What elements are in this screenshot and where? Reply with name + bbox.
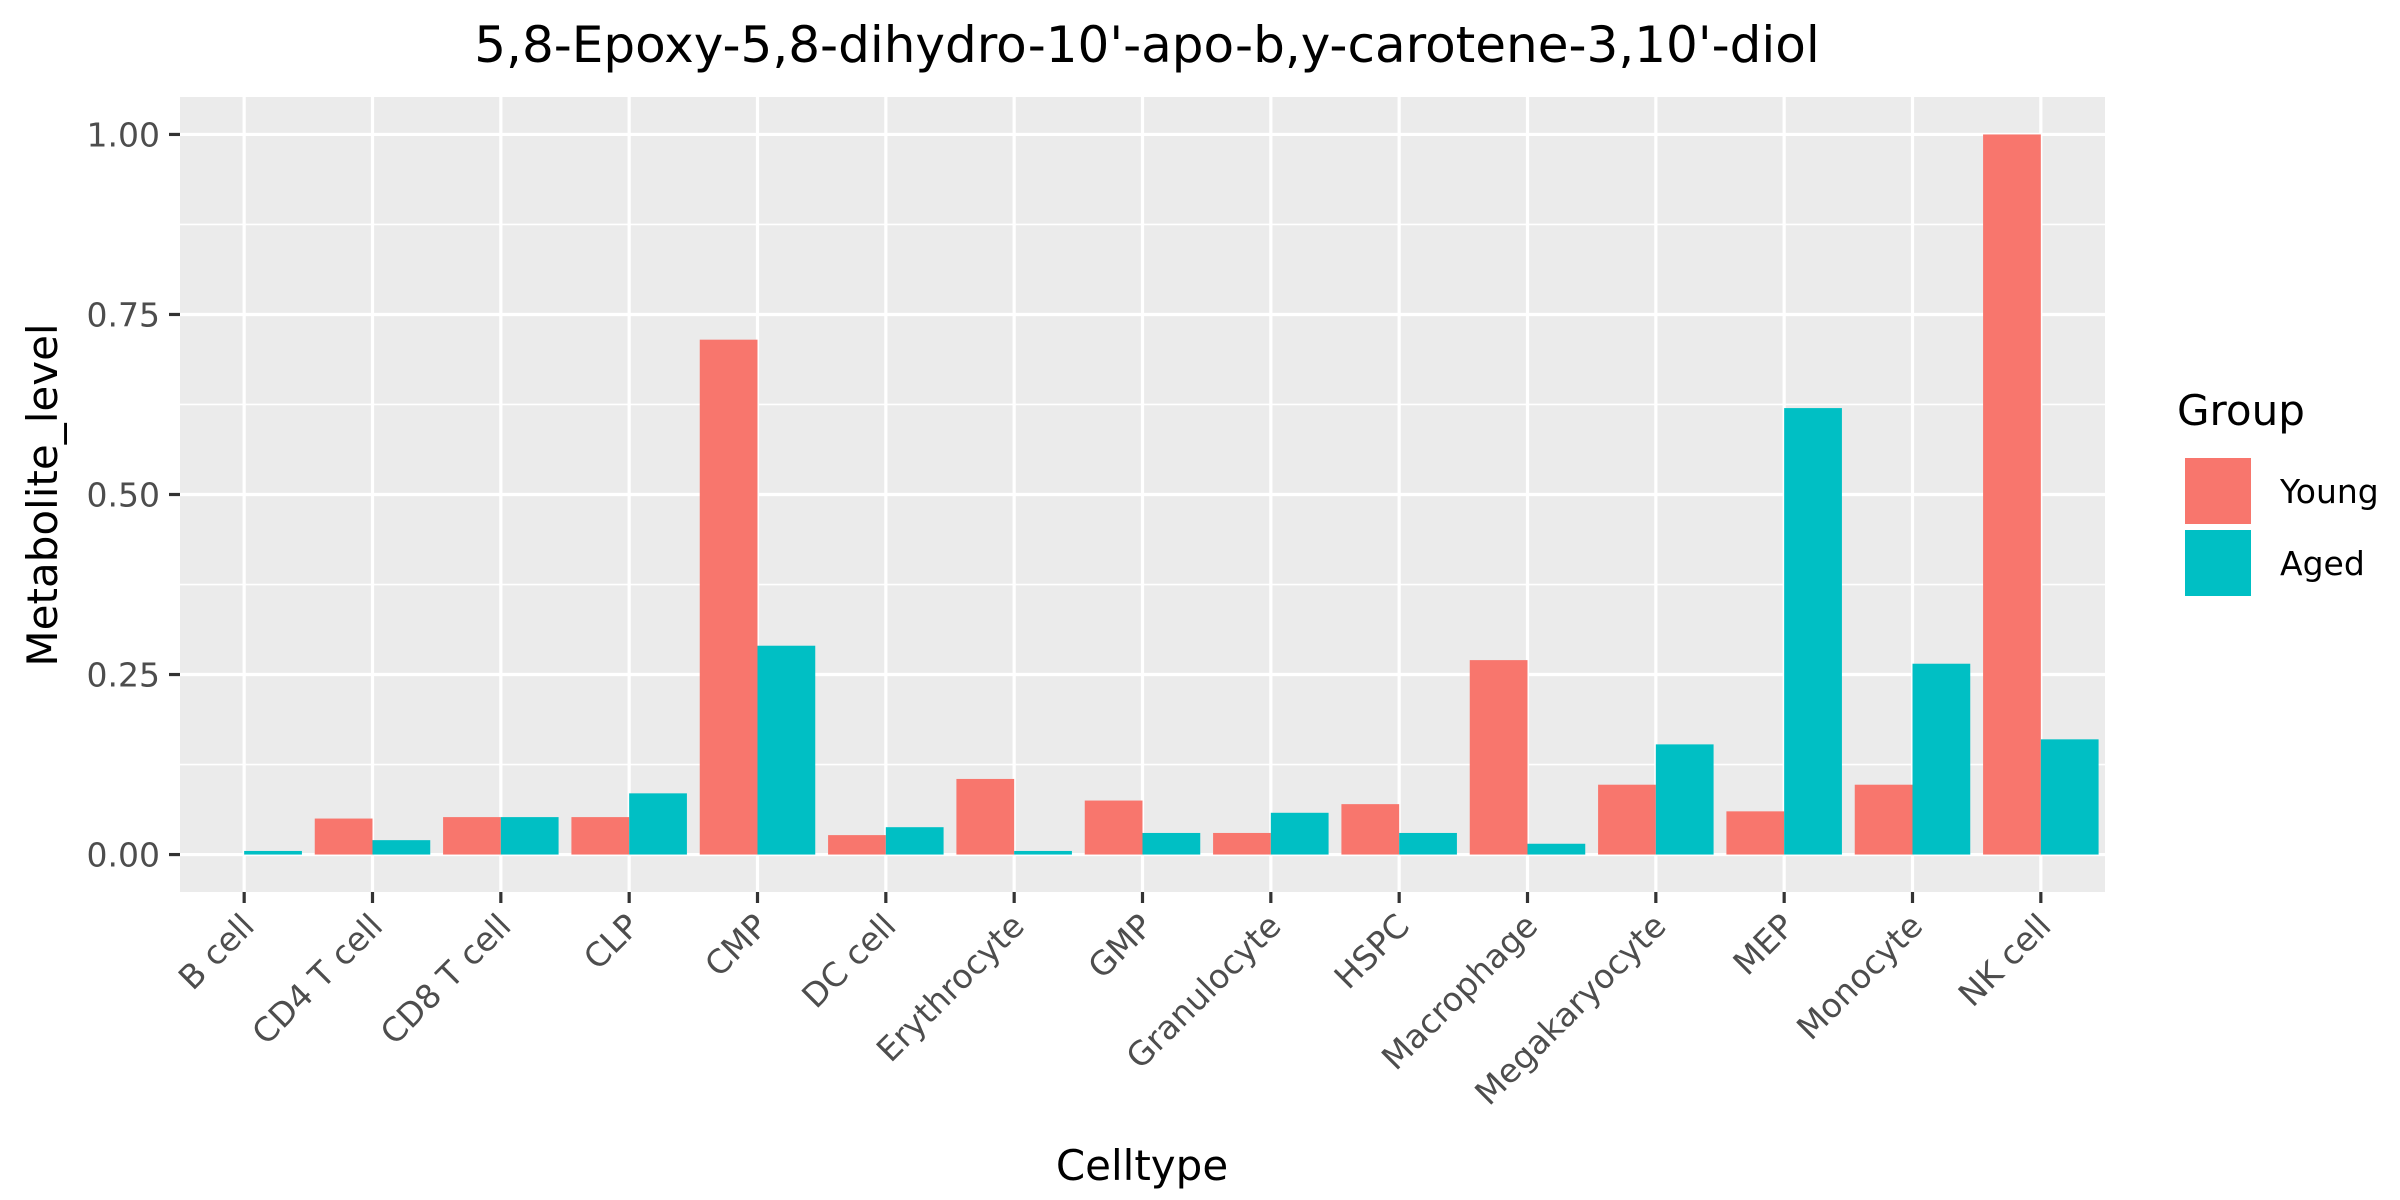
bar-aged bbox=[500, 817, 559, 855]
legend-key-aged bbox=[2185, 530, 2251, 596]
bar-aged bbox=[1912, 663, 1971, 855]
bar-young bbox=[443, 817, 501, 855]
x-tick-label: CD4 T cell bbox=[244, 906, 390, 1052]
bar-young bbox=[1213, 832, 1271, 855]
x-tick-label: CLP bbox=[576, 906, 647, 977]
y-tick-label: 0.50 bbox=[87, 476, 160, 515]
chart-title: 5,8-Epoxy-5,8-dihydro-10'-apo-b,y-carote… bbox=[474, 16, 1820, 74]
y-tick-label: 0.75 bbox=[87, 295, 160, 334]
bars bbox=[244, 134, 2099, 855]
bar-aged bbox=[1399, 832, 1457, 855]
y-axis-title: Metabolite_level bbox=[18, 323, 67, 666]
bar-aged bbox=[1142, 832, 1201, 855]
bar-young bbox=[828, 835, 886, 855]
bar-aged bbox=[1527, 843, 1586, 855]
x-tick-label: CD8 T cell bbox=[373, 906, 519, 1052]
x-tick-label: GMP bbox=[1080, 906, 1160, 986]
bar-aged bbox=[885, 827, 944, 855]
bar-young bbox=[1983, 134, 2041, 855]
x-tick-label: HSPC bbox=[1327, 906, 1417, 996]
legend-key-young bbox=[2185, 458, 2251, 524]
bar-aged bbox=[244, 850, 302, 855]
x-tick-label: B cell bbox=[171, 906, 262, 997]
bar-aged bbox=[2040, 739, 2099, 855]
bar-young bbox=[956, 778, 1015, 855]
bar-aged bbox=[1784, 408, 1842, 855]
bar-young bbox=[1726, 811, 1785, 855]
x-tick-label: DC cell bbox=[794, 906, 903, 1015]
x-tick-label: NK cell bbox=[1951, 906, 2059, 1014]
bar-aged bbox=[629, 793, 687, 855]
x-tick-label: Monocyte bbox=[1789, 906, 1930, 1047]
legend-label-aged: Aged bbox=[2280, 544, 2365, 583]
legend-title: Group bbox=[2177, 386, 2305, 435]
x-axis-title: Celltype bbox=[1056, 1141, 1228, 1190]
bar-aged bbox=[1270, 812, 1329, 855]
bar-young bbox=[1084, 800, 1143, 855]
y-tick-label: 0.25 bbox=[87, 656, 160, 695]
bar-aged bbox=[757, 645, 816, 855]
y-tick-label: 1.00 bbox=[87, 115, 160, 154]
x-tick-label: MEP bbox=[1725, 906, 1802, 983]
bar-aged bbox=[372, 840, 431, 855]
x-tick-label: CMP bbox=[697, 906, 775, 984]
legend: Group Young Aged bbox=[2177, 386, 2379, 596]
bar-young bbox=[1341, 804, 1400, 855]
bar-aged bbox=[1655, 744, 1714, 855]
y-axis: 0.00 0.25 0.50 0.75 1.00 bbox=[87, 115, 180, 875]
bar-young bbox=[1598, 784, 1656, 855]
bar-young bbox=[1469, 660, 1528, 855]
y-tick-label: 0.00 bbox=[87, 836, 160, 875]
bar-young bbox=[571, 817, 630, 855]
legend-label-young: Young bbox=[2279, 472, 2379, 511]
bar-aged bbox=[1014, 850, 1072, 855]
bar-young bbox=[1854, 784, 1913, 855]
bar-young bbox=[314, 818, 373, 855]
bar-young bbox=[699, 339, 758, 855]
